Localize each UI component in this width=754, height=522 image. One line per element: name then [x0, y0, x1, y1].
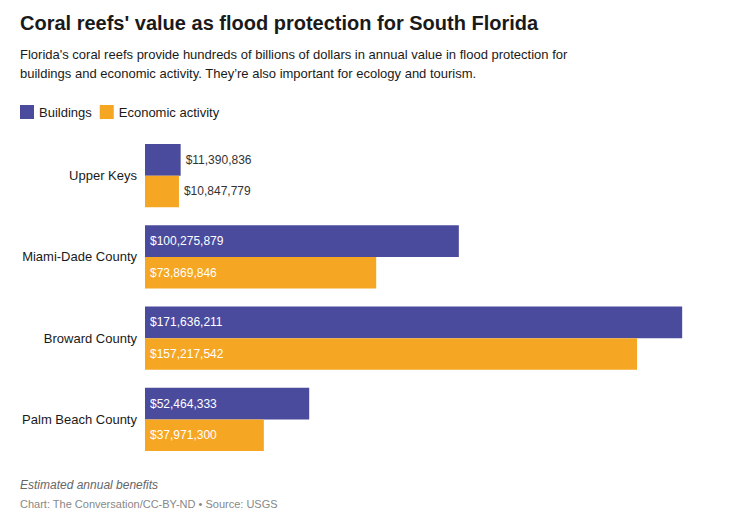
- svg-text:Chart: The Conversation/CC-BY-: Chart: The Conversation/CC-BY-ND • Sourc…: [20, 498, 278, 510]
- svg-text:Economic activity: Economic activity: [119, 105, 220, 120]
- svg-text:Palm Beach County: Palm Beach County: [22, 412, 137, 427]
- svg-text:$73,869,846: $73,869,846: [150, 266, 217, 280]
- svg-text:Florida's coral reefs provide: Florida's coral reefs provide hundreds o…: [20, 47, 568, 62]
- svg-text:Estimated annual benefits: Estimated annual benefits: [20, 478, 158, 492]
- svg-text:Miami-Dade County: Miami-Dade County: [22, 249, 137, 264]
- svg-text:Upper Keys: Upper Keys: [69, 168, 137, 183]
- svg-text:$37,971,300: $37,971,300: [150, 428, 217, 442]
- svg-text:$11,390,836: $11,390,836: [186, 153, 252, 167]
- svg-text:Coral reefs' value as flood pr: Coral reefs' value as flood protection f…: [20, 12, 539, 34]
- svg-text:buildings and economic activit: buildings and economic activity. They’re…: [20, 66, 476, 81]
- svg-text:$171,636,211: $171,636,211: [150, 315, 223, 329]
- svg-text:$100,275,879: $100,275,879: [150, 234, 224, 248]
- svg-text:$52,464,333: $52,464,333: [150, 397, 217, 411]
- svg-text:$10,847,779: $10,847,779: [184, 184, 251, 198]
- svg-text:$157,217,542: $157,217,542: [150, 347, 224, 361]
- svg-text:Buildings: Buildings: [39, 105, 92, 120]
- svg-text:Broward County: Broward County: [44, 331, 138, 346]
